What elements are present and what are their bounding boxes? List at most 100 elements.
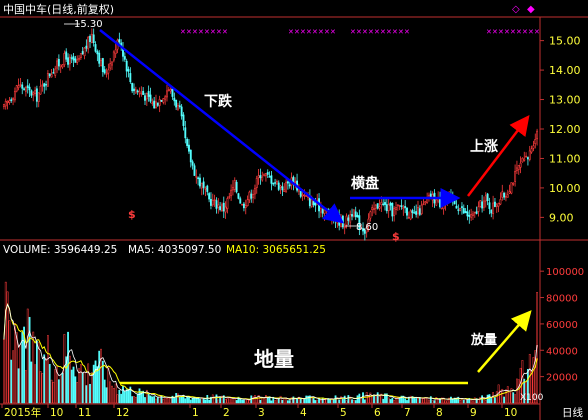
candle-body xyxy=(285,181,288,193)
signal-marker: ✕ xyxy=(404,28,410,36)
candle-body xyxy=(444,200,447,205)
volume-bar xyxy=(109,381,112,404)
volume-bar xyxy=(96,366,99,404)
volume-bar xyxy=(28,316,31,404)
candle-body xyxy=(67,57,69,65)
candle-body xyxy=(411,210,414,213)
candle-body xyxy=(118,39,121,43)
candle-body xyxy=(32,92,35,95)
signal-marker: ✕ xyxy=(528,28,534,36)
date-tick-label: 4 xyxy=(300,407,307,419)
volume-bar xyxy=(356,395,359,404)
candle-body xyxy=(387,204,390,211)
volume-bar xyxy=(36,340,38,404)
high-price-label: 15.30 xyxy=(74,19,103,30)
volume-bar xyxy=(254,395,256,404)
candle-body xyxy=(510,182,513,194)
volume-bar xyxy=(428,399,430,404)
volume-bar xyxy=(506,386,509,404)
candle-body xyxy=(21,84,24,89)
candle-body xyxy=(24,87,27,92)
volume-bar xyxy=(499,390,502,404)
candle-body xyxy=(142,90,145,95)
volume-bar xyxy=(435,397,438,404)
chart-title: 中国中车(日线,前复权) xyxy=(3,2,114,16)
candle-body xyxy=(422,203,425,205)
candle-body xyxy=(180,106,183,117)
date-tick-label: 10 xyxy=(504,407,517,419)
signal-marker: ✕ xyxy=(374,28,380,36)
volume-bar xyxy=(457,396,460,404)
signal-marker-row: ✕ ✕ ✕ ✕ ✕ ✕ ✕ ✕ ✕ ✕ ✕ ✕ ✕ ✕ ✕ ✕ ✕ ✕ ✕ ✕ ✕ ✕ ✕ ✕ ✕ ✕ ✕ ✕ ✕ ✕ ✕ ✕ ✕ ✕ ✕ xyxy=(180,28,540,36)
candle-body xyxy=(343,226,346,229)
volume-bar xyxy=(422,398,425,404)
volume-ma5-value: MA5: 4035097.50 xyxy=(128,244,221,256)
candle-body xyxy=(345,215,348,226)
signal-marker: ✕ xyxy=(504,28,510,36)
volume-bar xyxy=(413,397,416,404)
volume-bar xyxy=(144,397,146,404)
volume-axis: 20000 40000 60000 80000 100000 xyxy=(540,267,584,384)
volume-bar xyxy=(15,332,18,404)
period-label[interactable]: 日线 xyxy=(562,406,583,419)
candle-body xyxy=(319,208,322,213)
candle-body xyxy=(263,173,266,176)
diamond-filled-icon[interactable]: ◆ xyxy=(527,4,535,15)
volume-bar xyxy=(332,399,335,404)
candle-body xyxy=(210,199,212,206)
volume-bar xyxy=(175,393,178,404)
volume-bar xyxy=(83,371,86,404)
candle-body xyxy=(177,104,179,110)
volume-bar xyxy=(385,393,388,404)
candle-body xyxy=(145,93,148,100)
volume-bar xyxy=(532,357,535,404)
signal-marker: ✕ xyxy=(398,28,404,36)
volume-bar xyxy=(307,395,309,404)
diamond-outline-icon[interactable]: ◇ xyxy=(512,4,520,15)
candle-body xyxy=(138,91,141,94)
volume-bar xyxy=(244,398,247,404)
candlestick-series xyxy=(2,28,539,241)
volume-bar xyxy=(462,399,465,404)
candle-body xyxy=(371,207,374,211)
candle-body xyxy=(111,61,113,66)
volume-bar xyxy=(296,398,298,404)
candle-body xyxy=(413,212,416,214)
candle-body xyxy=(23,88,26,90)
candle-body xyxy=(349,214,352,223)
candle-body xyxy=(301,194,304,197)
candle-body xyxy=(100,60,102,66)
candle-body xyxy=(259,175,262,179)
volume-bar xyxy=(19,344,22,404)
volume-bar xyxy=(450,396,452,404)
volume-bar xyxy=(389,399,392,404)
candle-body xyxy=(204,187,207,190)
candle-body xyxy=(15,85,18,92)
low-volume-label: 地量 xyxy=(254,347,294,371)
candle-body xyxy=(439,198,441,208)
volume-bar xyxy=(210,396,212,404)
downtrend-label: 下跌 xyxy=(204,94,233,110)
volume-bar xyxy=(39,371,42,404)
candle-body xyxy=(275,180,278,185)
volume-bar xyxy=(188,397,190,404)
volume-bar xyxy=(8,320,11,404)
volume-bar xyxy=(43,354,46,404)
candle-body xyxy=(512,182,515,185)
volume-bar xyxy=(382,398,385,404)
candle-body xyxy=(536,130,539,140)
volume-bar xyxy=(125,389,128,404)
candle-body xyxy=(45,84,47,86)
candle-body xyxy=(420,204,423,215)
volume-bar-series xyxy=(3,281,538,404)
candle-body xyxy=(17,85,20,88)
volume-bar xyxy=(41,373,44,404)
volume-bar xyxy=(34,364,36,404)
volume-bar xyxy=(492,392,495,404)
volume-bar xyxy=(459,399,462,404)
date-tick-label: 3 xyxy=(258,407,265,419)
volume-bar xyxy=(319,400,322,404)
candle-body xyxy=(239,198,242,204)
